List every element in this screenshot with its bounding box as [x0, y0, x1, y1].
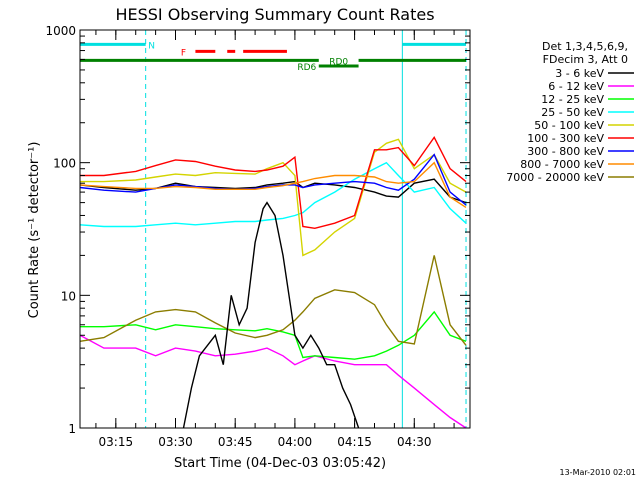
footer-stamp: 13-Mar-2010 02:01: [560, 468, 637, 477]
legend-entry-label: 6 - 12 keV: [548, 80, 604, 93]
series-line: [79, 161, 467, 228]
x-tick-label: 04:30: [397, 435, 432, 449]
x-tick-label: 04:00: [278, 435, 313, 449]
state-bar-label: N: [148, 41, 155, 51]
x-axis-label: Start Time (04-Dec-03 03:05:42): [174, 456, 386, 471]
series-line: [182, 201, 360, 429]
x-tick-label: 03:30: [158, 435, 193, 449]
y-tick-label: 100: [53, 157, 76, 171]
series-line: [79, 334, 467, 429]
y-tick-label: 10: [61, 289, 76, 303]
legend-entry-label: 300 - 800 keV: [527, 145, 604, 158]
axes: 1 10 100 1000 03:15 03:30 03:45 04:00 04:15 04:30: [45, 24, 471, 449]
y-tick-label: 1: [68, 422, 76, 436]
x-tick-label: 03:15: [99, 435, 134, 449]
x-tick-label: 03:45: [218, 435, 253, 449]
state-bar-label: RD0: [329, 57, 348, 67]
series-line: [80, 136, 467, 230]
legend-entry-label: 100 - 300 keV: [527, 132, 604, 145]
legend-header-line: Det 1,3,4,5,6,9,: [542, 40, 628, 53]
legend-entry-label: 50 - 100 keV: [534, 119, 604, 132]
series-line: [79, 161, 467, 208]
series-line: [79, 153, 467, 206]
y-axis-label: Count Rate (s⁻¹ detector⁻¹): [27, 142, 42, 319]
legend-header-line: FDecim 3, Att 0: [543, 53, 628, 66]
legend-entry-label: 800 - 7000 keV: [520, 158, 604, 171]
plot-area: N F RD0 RD6: [79, 30, 467, 429]
legend-entry-label: 25 - 50 keV: [541, 106, 604, 119]
chart-title: HESSI Observing Summary Count Rates: [115, 5, 434, 24]
state-bar-label: F: [181, 48, 186, 58]
legend-entry-label: 12 - 25 keV: [541, 93, 604, 106]
plot-frame: [79, 29, 471, 429]
series-line: [80, 138, 467, 257]
legend: Det 1,3,4,5,6,9,FDecim 3, Att 03 - 6 keV…: [506, 40, 634, 184]
legend-entry-label: 3 - 6 keV: [555, 67, 604, 80]
x-tick-label: 04:15: [337, 435, 372, 449]
y-tick-label: 1000: [45, 24, 76, 38]
series-line: [79, 255, 467, 346]
state-bar-label: RD6: [297, 63, 316, 73]
legend-entry-label: 7000 - 20000 keV: [506, 171, 604, 184]
